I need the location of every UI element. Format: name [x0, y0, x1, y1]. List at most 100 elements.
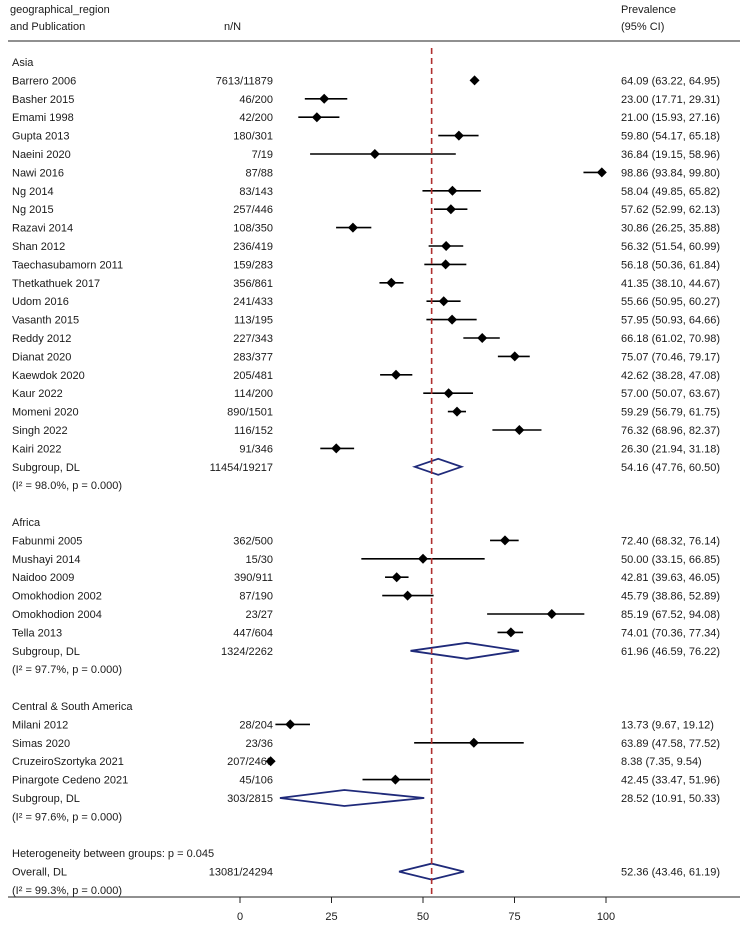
point-estimate-marker [402, 590, 413, 601]
study-label: Singh 2022 [12, 425, 68, 437]
study-n: 87/190 [239, 591, 273, 603]
study-n: 23/36 [245, 738, 273, 750]
study-label: Kairi 2022 [12, 443, 62, 455]
study-n: 180/301 [233, 131, 273, 143]
point-estimate-marker [468, 737, 479, 748]
study-ci-text: 59.29 (56.79, 61.75) [621, 407, 720, 419]
study-label: Razavi 2014 [12, 223, 73, 235]
study-n: 362/500 [233, 535, 273, 547]
point-estimate-marker [443, 388, 454, 399]
study-ci-text: 58.04 (49.85, 65.82) [621, 186, 720, 198]
study-label: Omokhodion 2002 [12, 591, 102, 603]
point-estimate-marker [438, 296, 449, 307]
study-ci-text: 76.32 (68.96, 82.37) [621, 425, 720, 437]
point-estimate-marker [477, 333, 488, 343]
study-ci-text: 56.32 (51.54, 60.99) [621, 241, 720, 253]
axis-tick-label: 100 [597, 911, 615, 923]
group-heading: Central & South America [12, 701, 133, 713]
study-n: 241/433 [233, 296, 273, 308]
study-ci-text: 57.62 (52.99, 62.13) [621, 204, 720, 216]
study-label: Tella 2013 [12, 627, 62, 639]
study-label: Fabunmi 2005 [12, 535, 82, 547]
study-label: Ng 2014 [12, 186, 54, 198]
study-label: Udom 2016 [12, 296, 69, 308]
point-estimate-marker [391, 572, 402, 583]
overall-label: Overall, DL [12, 867, 67, 879]
point-estimate-marker [505, 627, 516, 638]
study-n: 283/377 [233, 351, 273, 363]
overall-ci-text: 52.36 (43.46, 61.19) [621, 867, 720, 879]
study-label: Momeni 2020 [12, 407, 79, 419]
point-estimate-marker [386, 277, 397, 288]
point-estimate-marker [445, 204, 456, 215]
study-label: Dianat 2020 [12, 351, 71, 363]
subgroup-heterogeneity: (I² = 97.7%, p = 0.000) [12, 664, 122, 676]
study-n: 257/446 [233, 204, 273, 216]
point-estimate-marker [499, 535, 510, 546]
study-ci-text: 41.35 (38.10, 44.67) [621, 278, 720, 290]
study-n: 114/200 [234, 388, 273, 400]
point-estimate-marker [285, 719, 296, 730]
study-ci-text: 59.80 (54.17, 65.18) [621, 131, 720, 143]
between-groups-heterogeneity: Heterogeneity between groups: p = 0.045 [12, 848, 214, 860]
study-label: Reddy 2012 [12, 333, 71, 345]
subgroup-diamond [412, 457, 465, 476]
point-estimate-marker [514, 425, 525, 435]
point-estimate-marker [369, 149, 380, 159]
study-ci-text: 26.30 (21.94, 31.18) [621, 443, 720, 455]
point-estimate-marker [447, 185, 458, 196]
study-n: 91/346 [239, 443, 273, 455]
study-n: 890/1501 [227, 407, 273, 419]
subgroup-diamond [410, 641, 520, 660]
point-estimate-marker [418, 553, 428, 564]
study-label: Shan 2012 [12, 241, 65, 253]
study-ci-text: 64.09 (63.22, 64.95) [621, 75, 720, 87]
study-label: Taechasubamorn 2011 [12, 259, 123, 271]
point-estimate-marker [440, 259, 451, 270]
overall-diamond [398, 862, 465, 881]
study-n: 83/143 [239, 186, 273, 198]
study-n: 7/19 [252, 149, 273, 161]
study-n: 207/2469 [227, 756, 273, 768]
study-ci-text: 8.38 (7.35, 9.54) [621, 756, 702, 768]
study-n: 46/200 [239, 94, 273, 106]
subgroup-ci-text: 61.96 (46.59, 76.22) [621, 646, 720, 658]
study-n: 7613/11879 [216, 75, 273, 87]
subgroup-label: Subgroup, DL [12, 462, 80, 474]
study-ci-text: 57.95 (50.93, 64.66) [621, 315, 720, 327]
study-label: Pinargote Cedeno 2021 [12, 775, 128, 787]
subgroup-heterogeneity: (I² = 97.6%, p = 0.000) [12, 811, 122, 823]
point-estimate-marker [347, 222, 358, 233]
study-ci-text: 63.89 (47.58, 77.52) [621, 738, 720, 750]
subgroup-label: Subgroup, DL [12, 646, 80, 658]
study-ci-text: 42.81 (39.63, 46.05) [621, 572, 720, 584]
point-estimate-marker [319, 93, 330, 104]
point-estimate-marker [390, 774, 401, 785]
study-ci-text: 72.40 (68.32, 76.14) [621, 535, 720, 547]
point-estimate-marker [469, 75, 480, 86]
study-label: Simas 2020 [12, 738, 70, 750]
header-study-label-line2: and Publication [10, 21, 85, 33]
study-n: 447/604 [233, 627, 273, 639]
study-n: 390/911 [234, 572, 273, 584]
subgroup-label: Subgroup, DL [12, 793, 80, 805]
study-n: 159/283 [233, 259, 273, 271]
study-n: 45/106 [239, 775, 273, 787]
study-label: Mushayi 2014 [12, 554, 81, 566]
header-ci-label: (95% CI) [621, 21, 664, 33]
study-label: Kaur 2022 [12, 388, 63, 400]
point-estimate-marker [453, 130, 464, 141]
overall-n: 13081/24294 [209, 867, 273, 879]
study-ci-text: 23.00 (17.71, 29.31) [621, 94, 720, 106]
point-estimate-marker [331, 443, 342, 454]
study-label: CruzeiroSzortyka 2021 [12, 756, 124, 768]
study-ci-text: 98.86 (93.84, 99.80) [621, 167, 720, 179]
study-n: 15/30 [245, 554, 273, 566]
study-ci-text: 13.73 (9.67, 19.12) [621, 719, 714, 731]
study-n: 227/343 [233, 333, 273, 345]
study-label: Ng 2015 [12, 204, 54, 216]
point-estimate-marker [311, 112, 322, 123]
point-estimate-marker [390, 369, 401, 380]
study-label: Barrero 2006 [12, 75, 76, 87]
axis-tick-label: 75 [508, 911, 520, 923]
